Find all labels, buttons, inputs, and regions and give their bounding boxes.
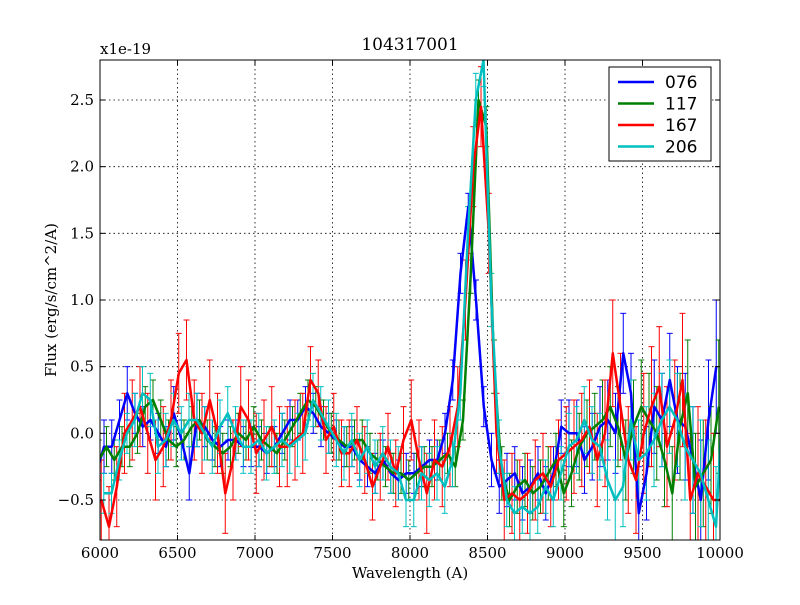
x-tick-label: 6000 <box>81 544 119 562</box>
x-tick-label: 9000 <box>546 544 584 562</box>
chart-title: 104317001 <box>361 35 458 55</box>
y-tick-label: 1.0 <box>70 291 94 309</box>
legend-label: 117 <box>665 95 697 115</box>
x-tick-label: 10000 <box>696 544 744 562</box>
x-tick-label: 8500 <box>468 544 506 562</box>
ticks: 6000 6500 7000 7500 8000 8500 9000 9500 10000 −0.… <box>58 60 744 562</box>
series-line-167 <box>100 105 720 528</box>
legend-item-206: 206 <box>618 138 697 158</box>
legend-label: 206 <box>665 138 697 158</box>
legend-item-117: 117 <box>618 95 697 115</box>
y-tick-label: 2.5 <box>70 91 94 109</box>
x-axis-label: Wavelength (A) <box>352 564 468 582</box>
y-tick-label: 1.5 <box>70 224 94 242</box>
y-tick-label: 0.0 <box>70 424 94 442</box>
y-tick-label: 2.0 <box>70 158 94 176</box>
legend-item-167: 167 <box>618 116 697 136</box>
y-tick-label: 0.5 <box>70 358 94 376</box>
series-lines <box>100 60 720 528</box>
x-tick-label: 9500 <box>623 544 661 562</box>
legend-label: 167 <box>665 116 697 136</box>
y-axis-label: Flux (erg/s/cm^2/A) <box>42 223 60 377</box>
x-tick-label: 7000 <box>236 544 274 562</box>
y-axis-multiplier: x1e-19 <box>100 40 151 58</box>
y-tick-label: −0.5 <box>58 491 94 509</box>
series-line-206 <box>103 60 720 528</box>
legend-item-076: 076 <box>618 73 697 93</box>
legend-label: 076 <box>665 73 697 93</box>
x-tick-label: 8000 <box>391 544 429 562</box>
x-tick-label: 6500 <box>158 544 196 562</box>
x-tick-label: 7500 <box>313 544 351 562</box>
